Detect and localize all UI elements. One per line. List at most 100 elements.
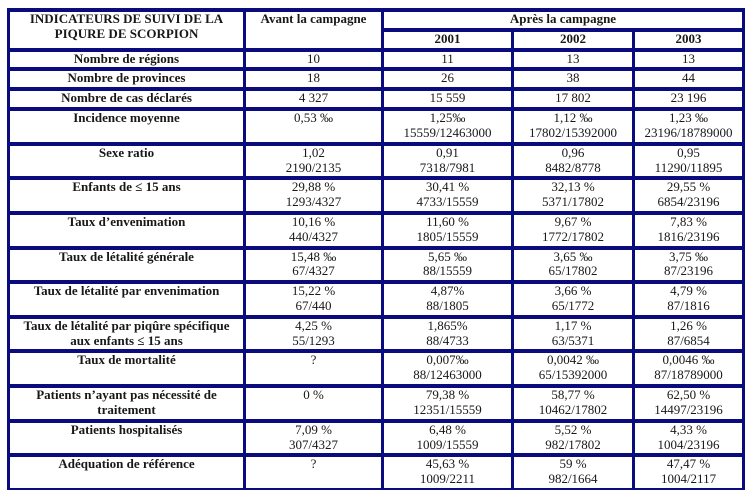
cell-before-campaign: 0 % [243, 384, 384, 423]
cell-fraction: 1004/23196 [657, 436, 720, 452]
cell-2003: 7,83 % 1816/23196 [631, 210, 746, 250]
table-row: Sexe ratio 1,02 2190/2135 0,91 7318/7981… [7, 141, 746, 181]
cell-fraction: 1004/2117 [660, 471, 717, 487]
cell-fraction: 63/5371 [551, 332, 595, 348]
cell-fraction: 15559/12463000 [403, 124, 492, 140]
row-label-line: Taux d’envenimation [67, 213, 186, 229]
cell-2003: 13 [631, 47, 746, 72]
cell-before-campaign: 4,25 % 55/1293 [243, 314, 384, 354]
cell-value: 17 802 [555, 90, 591, 106]
cell-value: 13 [682, 50, 695, 66]
row-label: Taux de létalité générale [7, 245, 246, 285]
row-label-line: Incidence moyenne [73, 110, 180, 126]
row-label-line: Nombre de cas déclarés [61, 90, 192, 106]
row-label-line: Nombre de provinces [67, 70, 186, 86]
cell-value: 38 [566, 70, 580, 86]
cell-value: 4,33 % [670, 421, 707, 437]
cell-2002: 0,0042 ‰ 65/15392000 [511, 349, 635, 389]
table-header: INDICATEURS DE SUIVI DE LA PIQURE DE SCO… [7, 8, 746, 52]
cell-value: 62,50 % [666, 387, 711, 403]
table-body: Nombre de régions 10 11 13 13 Nombre de … [7, 47, 746, 490]
cell-value: 6,48 % [429, 421, 466, 437]
cell-value: 0,96 [561, 144, 585, 160]
cell-value: 4,79 % [670, 283, 707, 299]
cell-fraction: 1009/15559 [416, 436, 479, 452]
cell-2003: 1,26 % 87/6854 [631, 314, 746, 354]
table-title-line: INDICATEURS DE SUIVI DE LA [29, 11, 224, 26]
row-label-line: Adéquation de référence [58, 456, 195, 472]
cell-fraction: 982/1664 [548, 471, 598, 487]
cell-fraction: 87/6854 [667, 332, 710, 348]
cell-value: 18 [307, 70, 320, 86]
cell-fraction: 8482/8778 [545, 159, 601, 175]
cell-2003: 62,50 % 14497/23196 [631, 384, 746, 423]
cell-value: 4,25 % [295, 317, 332, 333]
cell-fraction: 87/18789000 [654, 367, 723, 383]
cell-value: 15,48 ‰ [290, 248, 337, 264]
cell-value: 0,53 ‰ [294, 110, 333, 126]
cell-2002: 32,13 % 5371/17802 [511, 176, 635, 215]
cell-value: 23 196 [670, 90, 707, 106]
cell-fraction: 5371/17802 [541, 194, 605, 210]
cell-value: 13 [566, 50, 580, 66]
table-row: Taux de létalité par piqûre spécifique a… [7, 314, 746, 354]
col-header-after-campaign: Après la campagne [380, 8, 746, 32]
cell-before-campaign: 0,53 ‰ [243, 107, 384, 146]
row-label-line: Patients n’ayant pas nécessité de [36, 387, 217, 403]
cell-before-campaign: 18 [243, 67, 384, 92]
cell-value: 10 [307, 50, 320, 66]
cell-2001: 11,60 % 1805/15559 [381, 210, 514, 250]
cell-2002: 58,77 % 10462/17802 [511, 384, 635, 423]
cell-2003: 4,33 % 1004/23196 [631, 418, 746, 458]
cell-value: 0,0042 ‰ [547, 352, 599, 368]
cell-fraction: 307/4327 [288, 436, 339, 452]
cell-fraction: 87/1816 [667, 298, 710, 313]
cell-2003: 3,75 ‰ 87/23196 [631, 245, 746, 285]
cell-fraction: 2190/2135 [285, 159, 342, 175]
cell-2003: 23 196 [631, 87, 746, 112]
cell-value: 59 % [559, 456, 587, 472]
cell-value: 3,65 ‰ [553, 248, 593, 264]
table-row: Taux de mortalité ? 0,007‰ 88/12463000 0… [7, 349, 746, 389]
cell-value: 11 [441, 50, 454, 66]
cell-value: 3,66 % [554, 283, 592, 299]
row-label: Nombre de provinces [7, 67, 246, 92]
cell-fraction: 65/1772 [551, 298, 595, 313]
cell-fraction: 12351/15559 [413, 401, 482, 417]
cell-fraction: 1009/2211 [419, 471, 476, 487]
cell-value: 29,55 % [666, 179, 711, 195]
cell-value: 5,65 ‰ [428, 248, 467, 264]
cell-2001: 1,865% 88/4733 [381, 314, 514, 354]
cell-value: 47,47 % [666, 456, 711, 472]
table-row: Taux de létalité générale 15,48 ‰ 67/432… [7, 245, 746, 285]
cell-value: 3,75 ‰ [669, 248, 708, 264]
col-header-year-2001: 2001 [381, 27, 514, 52]
cell-fraction: 982/17802 [545, 436, 601, 452]
cell-2003: 1,23 ‰ 23196/18789000 [631, 107, 746, 146]
cell-fraction: 6854/23196 [657, 194, 720, 210]
cell-value: 44 [682, 70, 695, 86]
cell-value: 0,0046 ‰ [662, 352, 715, 368]
cell-value: 9,67 % [554, 213, 592, 229]
cell-fraction: 4733/15559 [416, 194, 479, 210]
cell-before-campaign: 4 327 [243, 87, 384, 112]
table-row: Taux d’envenimation 10,16 % 440/4327 11,… [7, 210, 746, 250]
cell-value: 45,63 % [425, 456, 470, 472]
row-label-line: Patients hospitalisés [70, 421, 183, 437]
cell-value: 4 327 [298, 90, 329, 106]
cell-value: 1,23 ‰ [669, 110, 708, 126]
cell-value: 1,12 ‰ [553, 110, 593, 126]
cell-fraction: 1293/4327 [285, 194, 342, 210]
cell-2002: 1,12 ‰ 17802/15392000 [511, 107, 635, 146]
cell-before-campaign: 10 [243, 47, 384, 72]
cell-2001: 26 [381, 67, 514, 92]
cell-2002: 9,67 % 1772/17802 [511, 210, 635, 250]
cell-value: 15 559 [429, 90, 466, 106]
cell-fraction: 14497/23196 [654, 401, 723, 417]
row-label-line: Taux de létalité par piqûre spécifique [23, 317, 230, 333]
row-label: Taux de létalité par piqûre spécifique a… [7, 314, 246, 354]
cell-value: 32,13 % [551, 179, 595, 195]
cell-fraction: 67/440 [295, 298, 332, 313]
cell-fraction: 440/4327 [288, 228, 339, 244]
cell-value: 0 % [303, 387, 324, 403]
